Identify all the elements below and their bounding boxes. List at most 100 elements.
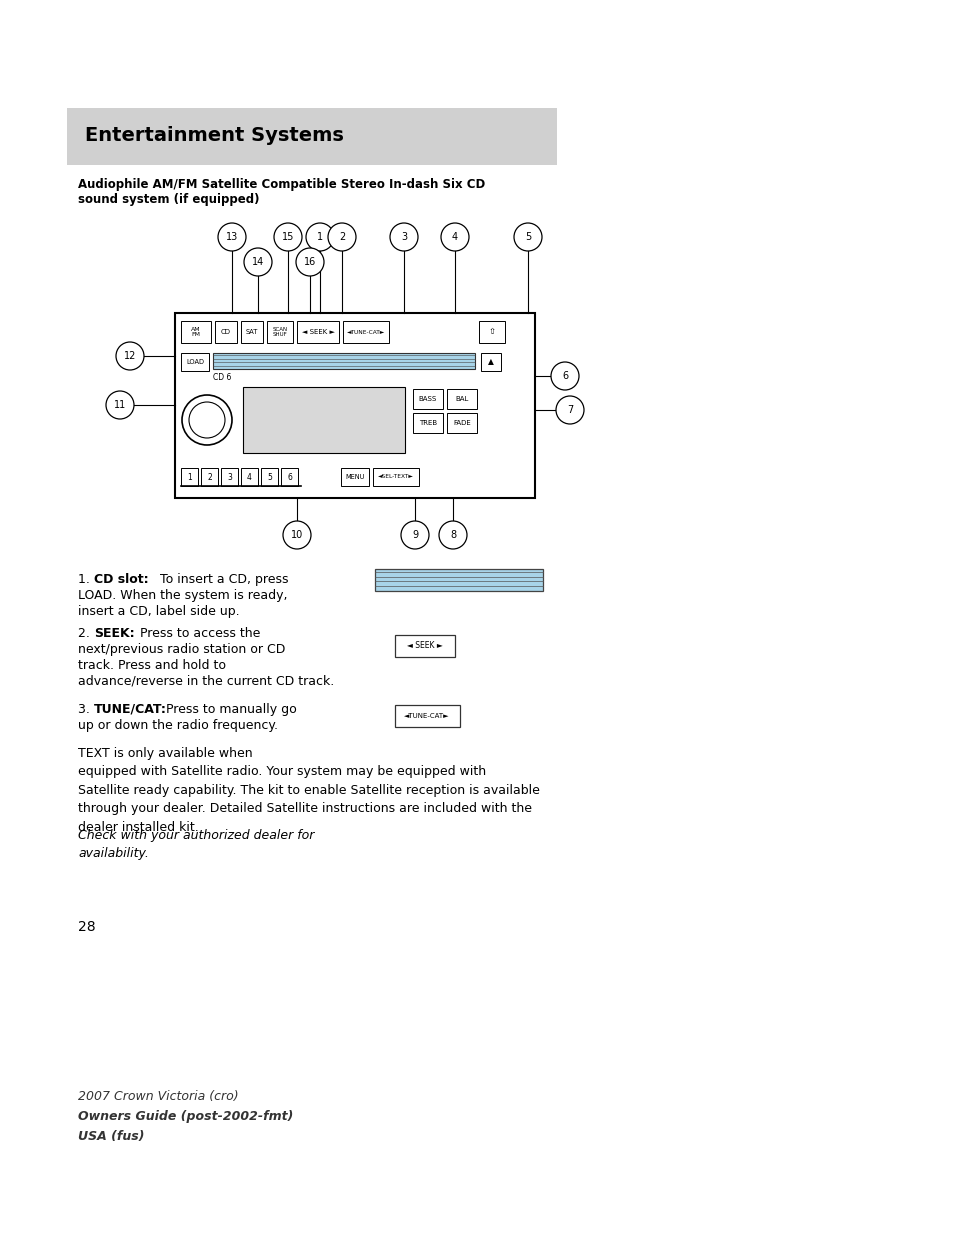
Bar (201, 468, 218, 487)
Text: ◄TUNE-CAT►: ◄TUNE-CAT► (347, 330, 385, 335)
Bar (447, 389, 476, 409)
Circle shape (306, 224, 334, 251)
Text: Press to manually go: Press to manually go (162, 703, 296, 716)
Text: BAL: BAL (455, 396, 468, 403)
Text: 13: 13 (226, 232, 238, 242)
Text: ◄SEL-TEXT►: ◄SEL-TEXT► (377, 474, 414, 479)
Circle shape (551, 362, 578, 390)
Text: LOAD. When the system is ready,: LOAD. When the system is ready, (78, 589, 287, 601)
Circle shape (189, 403, 225, 438)
Bar (296, 321, 338, 343)
Bar (480, 353, 500, 370)
Bar (395, 635, 455, 657)
Text: 7: 7 (566, 405, 573, 415)
Text: ◄ SEEK ►: ◄ SEEK ► (301, 329, 335, 335)
Text: 2007 Crown Victoria (cro): 2007 Crown Victoria (cro) (78, 1091, 238, 1103)
Text: 1: 1 (187, 473, 192, 482)
Bar (213, 353, 475, 369)
Text: 11: 11 (113, 400, 126, 410)
Text: next/previous radio station or CD: next/previous radio station or CD (78, 643, 285, 656)
Bar (181, 353, 209, 370)
Bar (174, 312, 535, 498)
Text: 6: 6 (561, 370, 567, 382)
Text: 5: 5 (267, 473, 272, 482)
Text: SEEK:: SEEK: (94, 627, 134, 640)
Text: insert a CD, label side up.: insert a CD, label side up. (78, 605, 239, 618)
Text: 1: 1 (316, 232, 323, 242)
Circle shape (514, 224, 541, 251)
Circle shape (106, 391, 133, 419)
Circle shape (328, 224, 355, 251)
Text: To insert a CD, press: To insert a CD, press (156, 573, 288, 585)
Text: ◄TUNE-CAT►: ◄TUNE-CAT► (404, 713, 449, 719)
Text: MENU: MENU (345, 474, 364, 480)
Text: 6: 6 (287, 473, 292, 482)
Circle shape (390, 224, 417, 251)
Bar (243, 387, 405, 453)
Text: 4: 4 (247, 473, 252, 482)
Text: ▲: ▲ (488, 357, 494, 367)
Text: track. Press and hold to: track. Press and hold to (78, 659, 226, 672)
Circle shape (440, 224, 469, 251)
Bar (413, 389, 442, 409)
Text: Entertainment Systems: Entertainment Systems (85, 126, 343, 144)
Text: 14: 14 (252, 257, 264, 267)
Bar (413, 412, 442, 433)
Text: 16: 16 (304, 257, 315, 267)
Text: advance/reverse in the current CD track.: advance/reverse in the current CD track. (78, 676, 334, 688)
Text: Check with your authorized dealer for
availability.: Check with your authorized dealer for av… (78, 829, 314, 861)
Bar (241, 321, 263, 343)
Text: LOAD: LOAD (186, 359, 204, 366)
Text: CD: CD (221, 329, 231, 335)
Text: 9: 9 (412, 530, 417, 540)
Circle shape (218, 224, 246, 251)
Circle shape (438, 521, 467, 550)
Bar (373, 468, 418, 487)
Text: TEXT is only available when
equipped with Satellite radio. Your system may be eq: TEXT is only available when equipped wit… (78, 747, 539, 834)
Text: 3: 3 (400, 232, 407, 242)
Circle shape (244, 248, 272, 275)
Text: 8: 8 (450, 530, 456, 540)
Text: SAT: SAT (246, 329, 258, 335)
Text: Owners Guide (post-2002-fmt): Owners Guide (post-2002-fmt) (78, 1110, 294, 1123)
Text: AM
FM: AM FM (191, 326, 200, 337)
Circle shape (400, 521, 429, 550)
Text: SCAN
SHUF: SCAN SHUF (273, 326, 287, 337)
Bar (343, 321, 389, 343)
Text: 1.: 1. (78, 573, 93, 585)
Bar (241, 468, 257, 487)
Text: TREB: TREB (418, 420, 436, 426)
Text: 10: 10 (291, 530, 303, 540)
Bar (181, 321, 211, 343)
Circle shape (274, 224, 302, 251)
Bar (181, 468, 198, 487)
Text: Press to access the: Press to access the (136, 627, 260, 640)
Bar (375, 569, 542, 592)
Bar (214, 321, 236, 343)
Bar (281, 468, 297, 487)
Text: up or down the radio frequency.: up or down the radio frequency. (78, 719, 277, 732)
Bar (478, 321, 504, 343)
Circle shape (116, 342, 144, 370)
Text: 3: 3 (227, 473, 232, 482)
Text: CD 6: CD 6 (213, 373, 232, 382)
Text: 15: 15 (281, 232, 294, 242)
Text: 4: 4 (452, 232, 457, 242)
Circle shape (295, 248, 324, 275)
Text: FADE: FADE (453, 420, 471, 426)
Text: 2.: 2. (78, 627, 93, 640)
Bar (67, 107, 557, 165)
Text: BASS: BASS (418, 396, 436, 403)
Text: 12: 12 (124, 351, 136, 361)
Bar (340, 468, 369, 487)
Bar (221, 468, 237, 487)
Circle shape (556, 396, 583, 424)
Circle shape (182, 395, 232, 445)
Circle shape (283, 521, 311, 550)
Bar (395, 705, 459, 727)
Bar (261, 468, 277, 487)
Text: USA (fus): USA (fus) (78, 1130, 144, 1144)
Bar (447, 412, 476, 433)
Text: 5: 5 (524, 232, 531, 242)
Text: 3.: 3. (78, 703, 93, 716)
